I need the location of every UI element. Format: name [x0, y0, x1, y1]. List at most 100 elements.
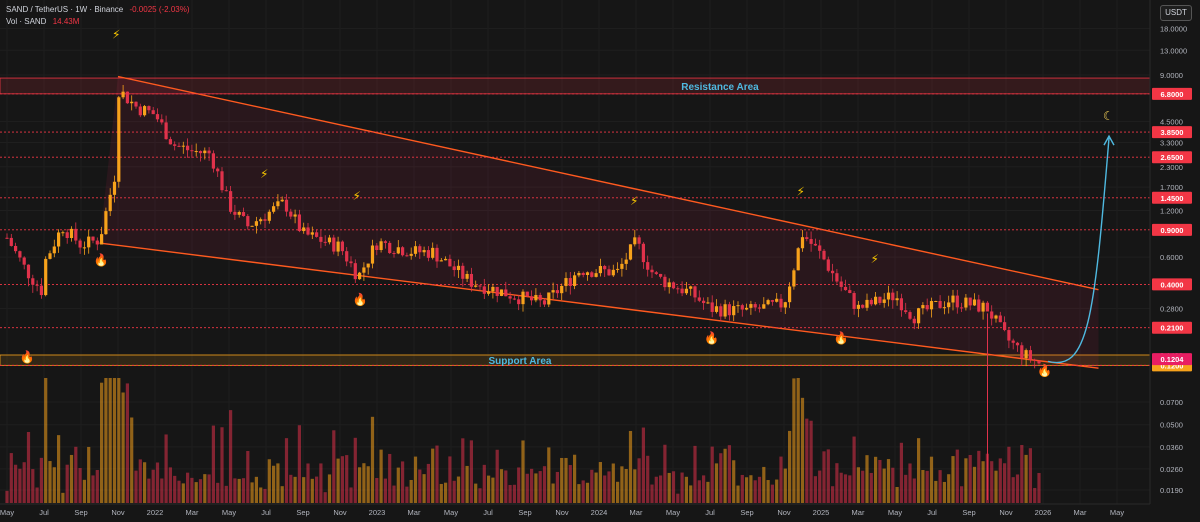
- candle-body: [964, 297, 968, 308]
- candle-body: [117, 97, 121, 182]
- volume-bar: [439, 483, 443, 503]
- projection-arrowhead: [1103, 134, 1115, 146]
- candle-body: [783, 302, 787, 308]
- time-tick-label: 2025: [813, 508, 830, 517]
- volume-bar: [194, 482, 198, 503]
- volume-bar: [284, 438, 289, 503]
- volume-bar: [61, 492, 65, 503]
- symbol-label[interactable]: SAND / TetherUS · 1W · Binance: [6, 5, 124, 14]
- candle-body: [220, 171, 224, 191]
- time-tick-label: Mar: [186, 508, 199, 517]
- volume-bar: [641, 427, 645, 503]
- time-tick-label: Jul: [39, 508, 49, 517]
- volume-bar: [813, 476, 817, 503]
- candle-body: [203, 150, 207, 154]
- candle-body: [345, 251, 349, 262]
- time-tick-label: May: [1110, 508, 1124, 517]
- candle-body: [831, 270, 835, 274]
- candle-body: [749, 304, 753, 308]
- volume-bar: [5, 490, 9, 503]
- candle-body: [469, 273, 473, 287]
- zone-band: [0, 354, 1151, 366]
- volume-bar: [706, 481, 710, 503]
- volume-bar: [482, 464, 486, 503]
- candle-body: [164, 122, 168, 140]
- candle-body: [654, 272, 658, 274]
- volume-bar: [671, 471, 676, 503]
- level-price-tag: [1152, 278, 1192, 291]
- candle-body: [878, 296, 882, 303]
- candle-body: [508, 296, 512, 299]
- volume-bar: [69, 454, 74, 503]
- candle-body: [568, 278, 572, 286]
- time-tick-label: May: [0, 508, 14, 517]
- candle-body: [727, 304, 731, 316]
- volume-bar: [934, 480, 938, 503]
- volume-bar: [865, 455, 869, 503]
- volume-bar: [891, 467, 895, 503]
- candle-body: [659, 273, 663, 277]
- volume-bar: [280, 486, 284, 503]
- volume-bar: [241, 478, 246, 503]
- price-tick-label: 9.0000: [1160, 71, 1183, 80]
- volume-bar: [456, 476, 461, 503]
- candle-body: [874, 296, 878, 305]
- level-price-text: 3.8500: [1161, 128, 1184, 137]
- candle-body: [624, 259, 628, 264]
- candle-body: [259, 219, 263, 222]
- candle-body: [547, 292, 551, 305]
- candle-body: [779, 298, 783, 308]
- candle-body: [577, 272, 581, 276]
- volume-bar: [646, 455, 650, 503]
- candle-body: [216, 168, 220, 172]
- volume-bar: [9, 453, 13, 503]
- candle-body: [241, 212, 246, 217]
- volume-bar: [323, 492, 327, 503]
- volume-bar: [852, 436, 856, 503]
- volume-bar: [422, 474, 426, 503]
- volume-bar: [465, 465, 469, 503]
- volume-bar: [796, 378, 800, 503]
- volume-bar: [164, 434, 168, 503]
- volume-bar: [560, 457, 564, 503]
- volume-bar: [547, 447, 551, 503]
- candle-body: [616, 268, 620, 270]
- volume-bar: [263, 488, 267, 503]
- volume-bar: [998, 458, 1002, 503]
- volume-bar: [495, 449, 499, 503]
- candle-body: [310, 232, 314, 235]
- candle-body: [366, 263, 370, 268]
- moon-icon: ☾: [1103, 109, 1114, 123]
- candle-body: [452, 266, 456, 271]
- zone-label: Resistance Area: [681, 82, 759, 93]
- currency-button[interactable]: USDT: [1160, 5, 1192, 21]
- volume-bar: [100, 382, 104, 503]
- candle-body: [112, 181, 117, 195]
- time-tick-label: Sep: [740, 508, 753, 517]
- volume-bar: [207, 474, 211, 503]
- price-axis-panel[interactable]: [1150, 0, 1200, 522]
- volume-bar: [912, 478, 916, 503]
- candle-body: [9, 237, 13, 246]
- volume-bar: [52, 467, 56, 503]
- candle-body: [736, 305, 740, 307]
- volume-bar: [1028, 448, 1032, 503]
- volume-bar: [977, 450, 981, 503]
- candle-body: [968, 297, 972, 306]
- volume-bar: [379, 449, 383, 503]
- volume-bar: [551, 483, 555, 503]
- time-tick-label: 2024: [591, 508, 608, 517]
- candle-body: [865, 299, 869, 308]
- candle-body: [646, 262, 650, 270]
- lightning-icon: ⚡: [871, 252, 879, 266]
- candle-body: [899, 298, 903, 311]
- candle-body: [151, 110, 155, 115]
- volume-bar: [749, 475, 753, 503]
- level-price-tag: [1152, 87, 1192, 100]
- candle-body: [388, 242, 392, 254]
- level-price-tag: [1152, 223, 1192, 236]
- volume-bar: [848, 475, 852, 503]
- candle-body: [521, 291, 525, 305]
- candle-body: [435, 247, 439, 262]
